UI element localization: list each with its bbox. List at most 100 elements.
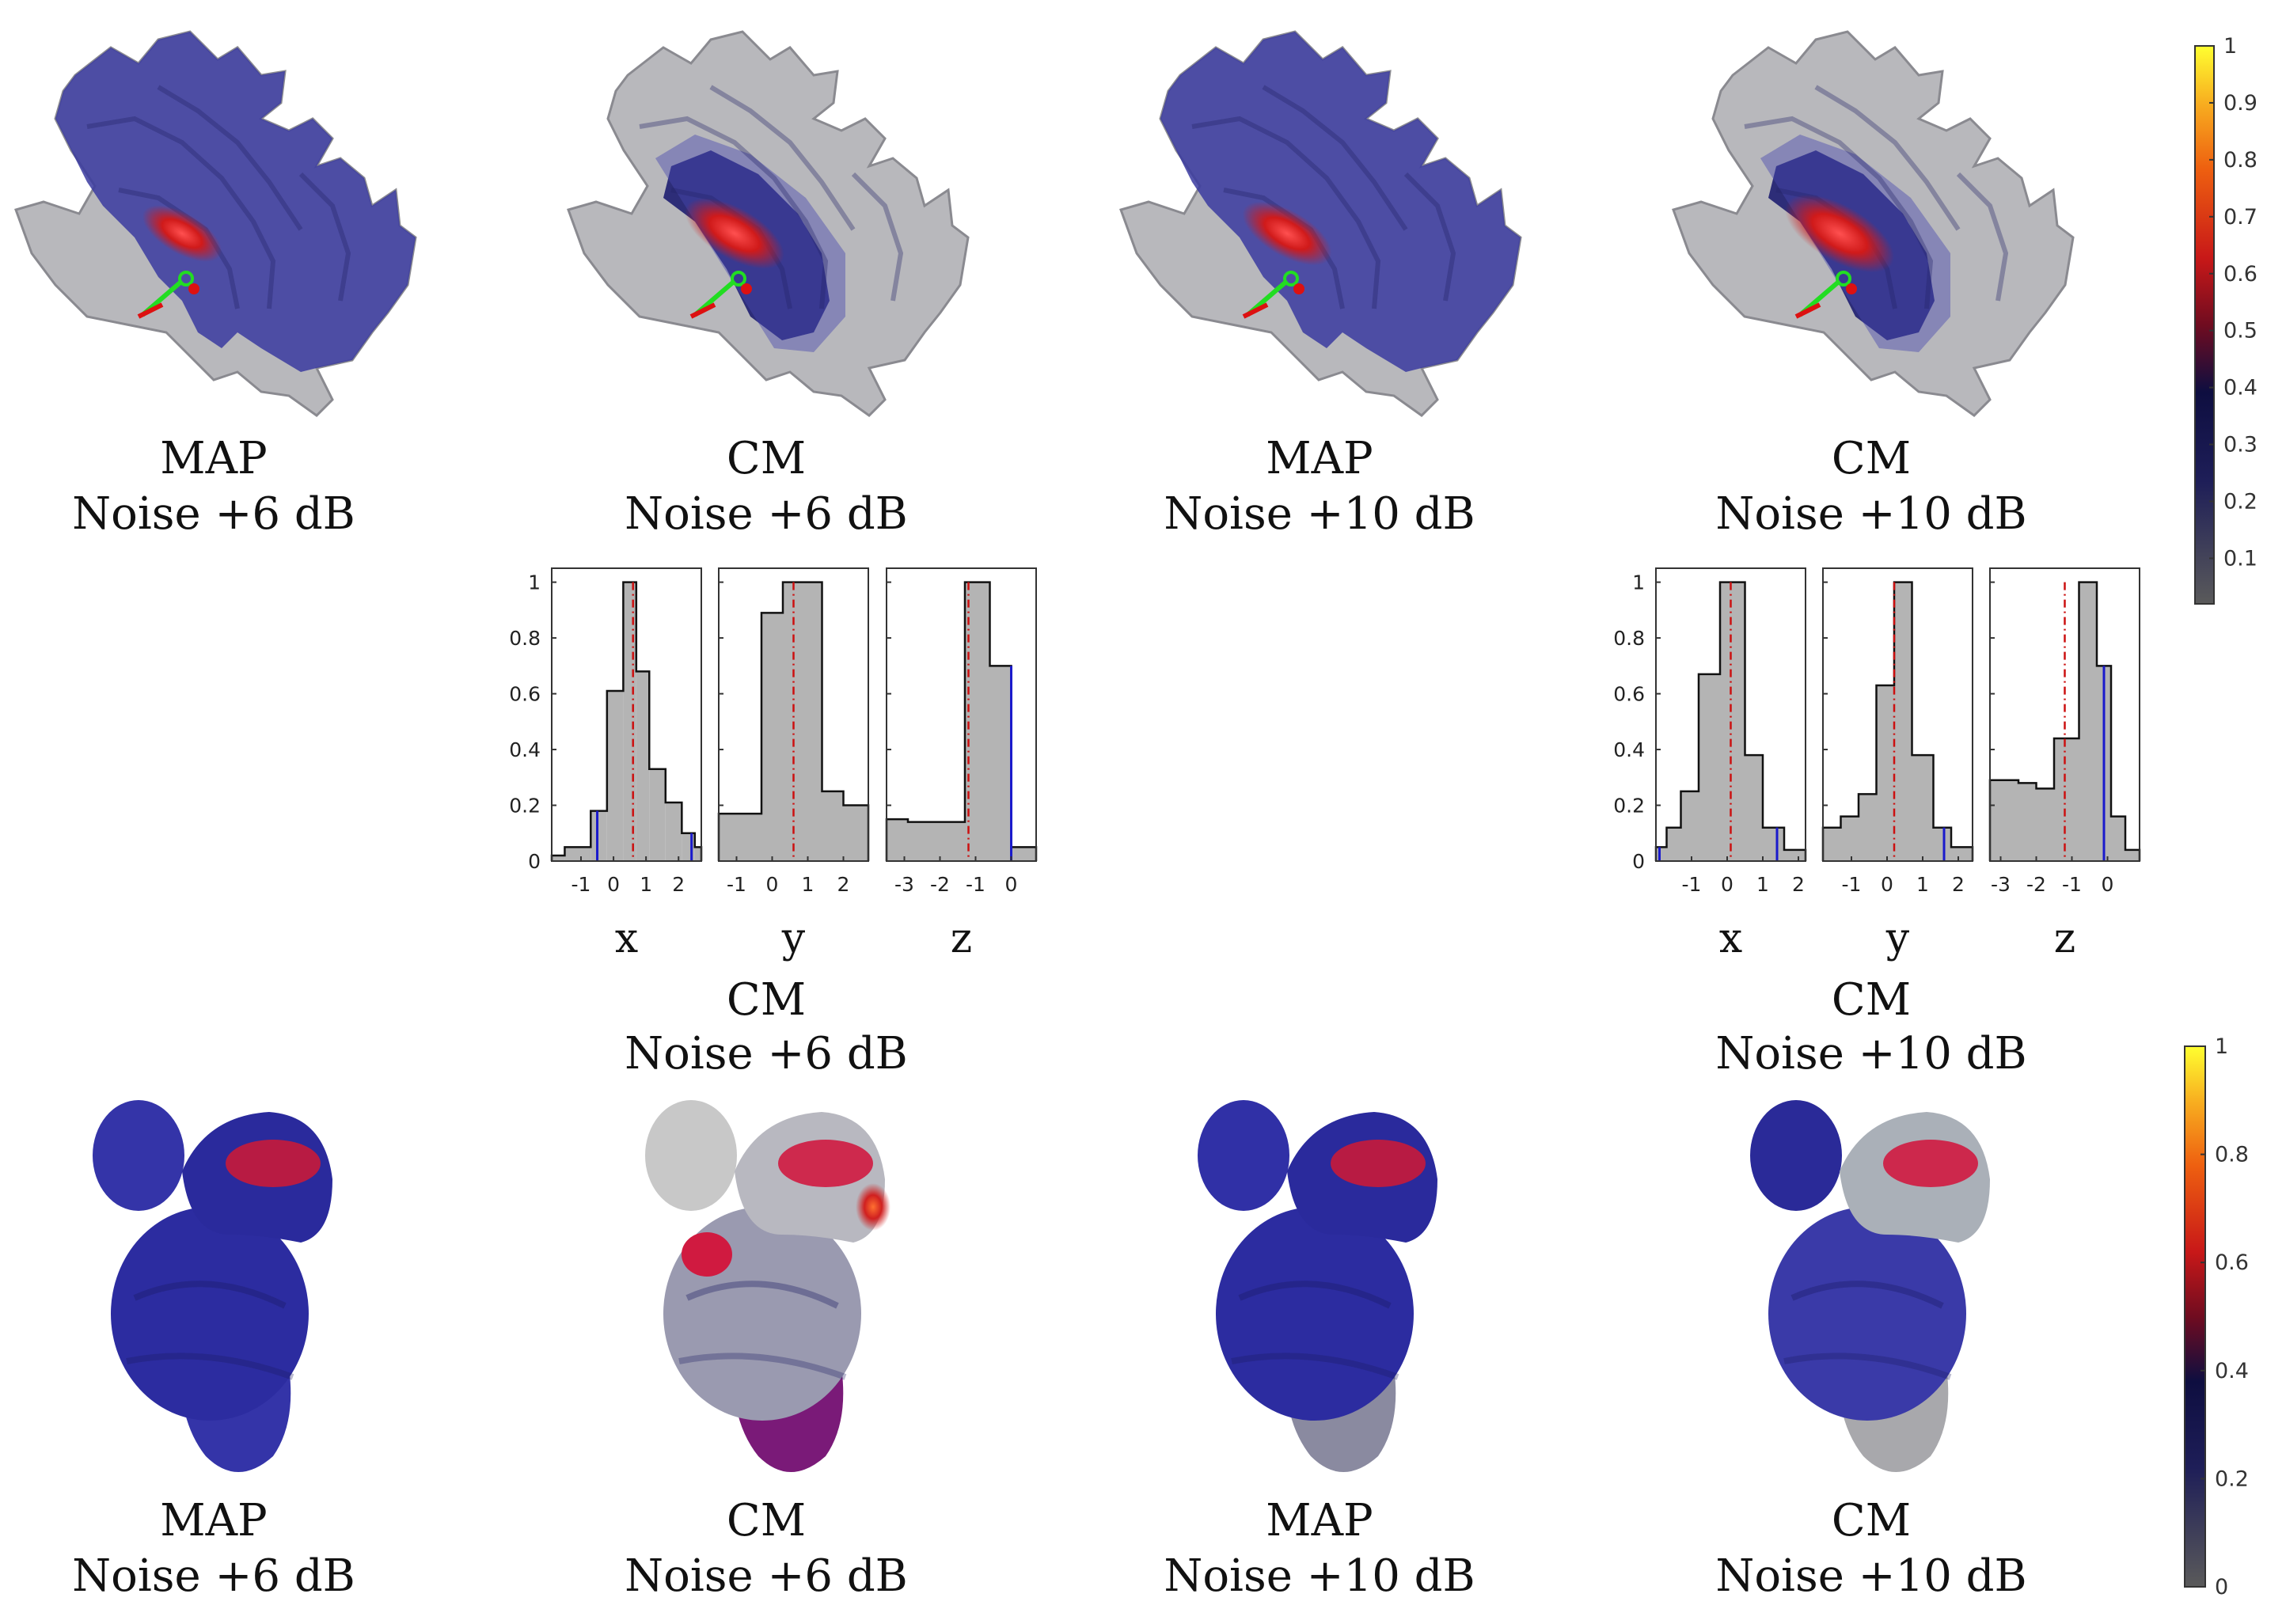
colorbar-tick-label: 0 <box>2215 1575 2228 1599</box>
caption-noise: Noise +6 dB <box>72 1550 355 1602</box>
activation-hotspot <box>226 1140 321 1187</box>
x-tick-label: 2 <box>1792 873 1805 896</box>
y-tick-label: 0.6 <box>1613 683 1645 706</box>
activation-hotspot <box>778 1140 873 1187</box>
histogram-frame <box>1655 567 1806 862</box>
histogram-outline <box>1988 581 2141 861</box>
x-tick-label: 1 <box>1756 873 1769 896</box>
caption-noise: Noise +10 dB <box>1715 1550 2026 1602</box>
cortex-fold <box>1191 116 1381 309</box>
x-tick-label: -1 <box>1842 873 1862 896</box>
x-tick-label: 0 <box>1881 873 1893 896</box>
thalamus-region <box>1216 1207 1414 1421</box>
dipole-true-marker <box>1283 271 1299 286</box>
histogram-bar <box>719 814 740 861</box>
peak-activation <box>856 1183 890 1231</box>
cortex-fold <box>1744 116 1934 309</box>
x-tick-label: 2 <box>837 873 850 896</box>
x-tick-label: 1 <box>1916 873 1929 896</box>
surface-fold <box>1790 1281 1944 1309</box>
cortex-fold <box>1262 85 1408 231</box>
cortex-fold <box>1956 172 2009 302</box>
x-tick-label: -1 <box>572 873 591 896</box>
hist-caption-method: CM <box>1832 974 1911 1026</box>
histogram-bar <box>1680 791 1699 861</box>
x-axis-label: x <box>615 915 638 962</box>
histogram-bar <box>1745 755 1763 861</box>
histogram-bar <box>606 691 624 861</box>
histogram-z: -3 -2 -1 0 z <box>1988 567 2141 962</box>
colorbar-tick-label: 0.9 <box>2223 91 2258 116</box>
histogram-bar <box>552 855 565 861</box>
colorbar-tick-label: 0.1 <box>2223 546 2258 571</box>
histogram-captions: CM Noise +6 dB CM Noise +10 dB <box>625 974 2026 1080</box>
x-tick-label: 0 <box>607 873 620 896</box>
caption-method: CM <box>727 433 806 484</box>
cortex-fold <box>298 172 351 302</box>
x-axis-label: z <box>2054 915 2075 962</box>
colorbar-tick-label: 0.6 <box>2223 262 2258 286</box>
histogram-bar <box>2054 738 2079 861</box>
histogram-outline <box>885 581 1038 861</box>
subcortical-surface-4 <box>1750 1100 1990 1472</box>
colorbar-tick-label: 0.6 <box>2215 1250 2249 1275</box>
caption-noise: Noise +10 dB <box>1164 488 1475 540</box>
x-tick-label: -1 <box>966 873 985 896</box>
y-tick-label: 0 <box>528 850 541 873</box>
x-tick-label: 1 <box>640 873 652 896</box>
x-axis-label: x <box>1719 915 1742 962</box>
top-captions: MAP Noise +6 dB CM Noise +6 dB MAP Noise… <box>72 433 2026 540</box>
y-tick-label: 1 <box>1632 571 1645 594</box>
colorbar-tick-label: 0.8 <box>2223 148 2258 173</box>
cortical-surface-2 <box>567 30 970 417</box>
histogram-bar <box>564 847 591 861</box>
left-lobe-region <box>1198 1100 1289 1211</box>
subcortical-surface-3 <box>1198 1100 1437 1472</box>
y-tick-label: 0.8 <box>1613 627 1645 650</box>
thalamus-region <box>111 1207 309 1421</box>
caption-method: MAP <box>160 433 267 484</box>
caption-method: MAP <box>1266 1495 1373 1546</box>
dipole-estimate-marker <box>1846 283 1857 294</box>
colorbar-top-bar <box>2194 45 2215 605</box>
histogram-bar <box>843 805 868 861</box>
left-lobe-region <box>93 1100 184 1211</box>
cortex-fold <box>851 172 904 302</box>
y-tick-label: 0.8 <box>509 627 541 650</box>
histogram-outline <box>1821 581 1974 861</box>
x-tick-label: 0 <box>1005 873 1018 896</box>
surface-fold <box>1231 1353 1399 1380</box>
histogram-bar <box>1823 827 1841 861</box>
dipole-estimate-direction <box>137 302 164 319</box>
histogram-bar <box>761 613 783 861</box>
caption-method: MAP <box>1266 433 1373 484</box>
x-axis-label: y <box>781 915 806 962</box>
histogram-bar <box>783 582 822 861</box>
cortex-fold <box>1814 85 1961 231</box>
histogram-bar <box>694 847 701 861</box>
histogram-bar <box>1666 827 1681 861</box>
x-tick-label: -2 <box>930 873 950 896</box>
activation-hotspot <box>1883 1140 1978 1187</box>
y-tick-label: 0.6 <box>509 683 541 706</box>
x-axis-label: z <box>951 915 972 962</box>
y-tick-label: 0.4 <box>1613 738 1645 761</box>
cortex-fold <box>1403 172 1456 302</box>
cortical-surface-3 <box>1119 30 1522 417</box>
histogram-bar <box>740 814 761 861</box>
histogram-bar <box>989 666 1012 861</box>
histogram-bar <box>1990 780 2018 861</box>
activation-hotspot <box>685 198 784 269</box>
surface-fold <box>133 1281 287 1309</box>
surface-fold <box>678 1353 847 1380</box>
colorbar-tick-label: 0.7 <box>2223 205 2258 230</box>
x-tick-label: -1 <box>727 873 746 896</box>
histogram-bar <box>1933 827 1951 861</box>
histogram-frame <box>1822 567 1973 862</box>
histogram-bar <box>2018 783 2037 861</box>
colorbar-bottom: 1 0.8 0.6 0.4 0.2 0 <box>2184 1034 2249 1599</box>
histogram-x: 00.20.40.60.81-1 0 1 2x <box>509 567 703 962</box>
histogram-x: 00.20.40.60.81-1 0 1 2x <box>1613 567 1807 962</box>
histogram-bar <box>1912 755 1934 861</box>
y-tick-label: 0.2 <box>509 795 541 818</box>
